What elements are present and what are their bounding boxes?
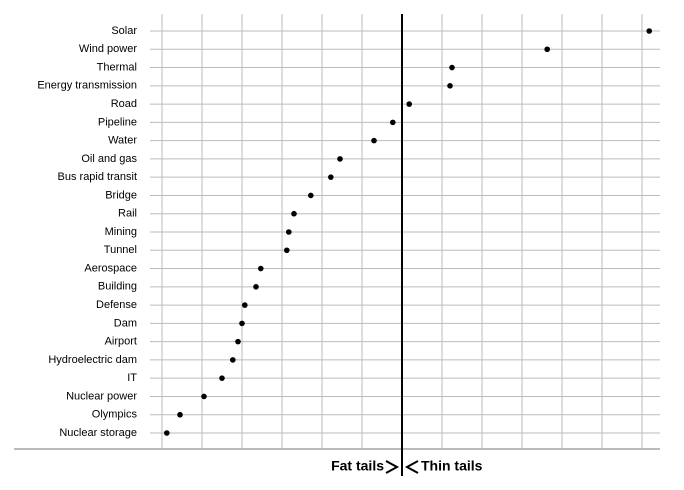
category-label: Hydroelectric dam: [48, 354, 137, 366]
right-chevron: [385, 460, 400, 474]
category-label: Thermal: [97, 61, 137, 73]
dot: [328, 174, 334, 180]
category-label: Nuclear power: [66, 390, 137, 402]
dot: [308, 192, 314, 199]
category-label: Bus rapid transit: [58, 171, 137, 183]
dot: [239, 320, 245, 327]
category-label: Pipeline: [98, 116, 137, 128]
dot: [406, 101, 413, 107]
category-label: IT: [127, 372, 137, 384]
dot: [646, 28, 652, 34]
category-label: Building: [98, 281, 137, 293]
category-label: Rail: [118, 208, 137, 220]
dot: [449, 64, 455, 71]
dot: [230, 357, 236, 363]
dot: [258, 265, 264, 272]
dot: [371, 137, 377, 144]
category-label: Solar: [111, 25, 137, 37]
category-label: Bridge: [105, 189, 137, 201]
dot: [390, 119, 396, 126]
category-label: Nuclear storage: [59, 427, 137, 439]
category-label: Dam: [114, 317, 137, 329]
left-chevron: [404, 460, 419, 474]
category-label: Tunnel: [104, 244, 137, 256]
dot: [337, 156, 343, 162]
dot: [235, 338, 241, 345]
category-label: Defense: [96, 299, 137, 311]
category-label: Mining: [105, 226, 137, 238]
fat-tails-label: Fat tails: [331, 458, 384, 474]
category-label: Energy transmission: [37, 80, 137, 92]
dot: [201, 393, 207, 400]
category-label: Road: [111, 98, 137, 110]
dot: [219, 375, 225, 381]
category-label: Wind power: [79, 43, 137, 55]
category-label: Water: [108, 135, 137, 147]
category-label: Airport: [105, 336, 137, 348]
category-label: Aerospace: [84, 262, 137, 274]
dot: [164, 430, 170, 436]
dot: [284, 247, 290, 254]
dot: [291, 210, 297, 217]
thin-tails-label: Thin tails: [421, 458, 483, 474]
category-label: Olympics: [92, 409, 138, 421]
dot: [253, 284, 259, 290]
dot: [242, 302, 248, 308]
dot: [177, 411, 183, 418]
dot: [544, 46, 550, 53]
dot: [286, 229, 292, 235]
category-label: Oil and gas: [81, 153, 137, 165]
dot: [447, 83, 453, 89]
